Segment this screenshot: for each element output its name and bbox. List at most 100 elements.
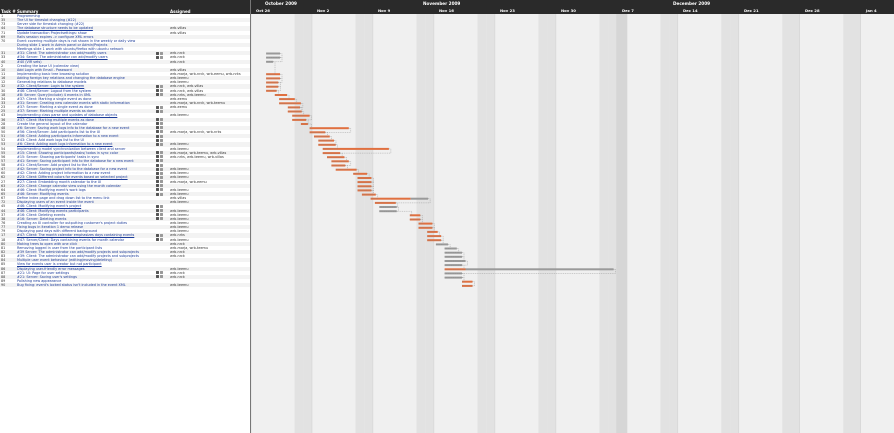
task-summary-link[interactable]: #21: Server: Saving user's settings	[17, 274, 77, 279]
table-row[interactable]: During slide 1 work in Admin panel or Ad…	[0, 42, 250, 48]
task-summary-link[interactable]: Creating the base UI (calendar view)	[17, 63, 80, 68]
table-row[interactable]: 85 View for events user is creator but no…	[0, 262, 250, 266]
task-summary-link[interactable]: #39: Client: The administrator can add/m…	[17, 254, 139, 259]
task-summary-link[interactable]: Rails session expires -> configure XML e…	[17, 34, 94, 39]
table-row[interactable]: 87 #21: UI: Page for user settings wrb-nrc…	[0, 271, 250, 275]
table-row[interactable]: 57 #41: Server: Saving participant info t…	[0, 158, 250, 164]
table-row[interactable]: 38 #16: Server: Deleting events wrb-teemu	[0, 216, 250, 222]
task-summary-link[interactable]: Define index page and drag down list to …	[17, 196, 110, 201]
table-row[interactable]: 81 Removing logged in user from the parti…	[0, 246, 250, 250]
document-icon[interactable]	[159, 171, 163, 175]
ticket-icon[interactable]	[156, 155, 159, 159]
task-summary-link[interactable]: Making trees to open with one click	[17, 241, 78, 246]
task-summary-link[interactable]: #27: Client: Embedding month calendar to…	[17, 179, 102, 184]
table-row[interactable]: 65 #46: Server: Modifying events wrb-teemu	[0, 192, 250, 197]
task-summary-link[interactable]: Event covering multiple days is not show…	[17, 38, 136, 43]
task-summary-link[interactable]: #56: Client/Server: Add participants lis…	[17, 129, 101, 134]
table-row[interactable]: 23 #37: Server: Marking a single event as…	[0, 105, 250, 109]
table-row[interactable]: 12 Generating relations to database model…	[0, 80, 250, 84]
task-summary-link[interactable]: During slide 1 work in Admin panel or Ad…	[17, 42, 108, 47]
document-icon[interactable]	[159, 238, 163, 242]
table-row[interactable]: 37 #16: Client: Deleting events wrb-teemu	[0, 213, 250, 217]
table-row[interactable]: 10 Add Login with Email - Password wrb-vil…	[0, 67, 250, 72]
document-icon[interactable]	[159, 184, 163, 188]
task-summary-link[interactable]: Adding foreign key relations and changin…	[17, 76, 125, 81]
table-row[interactable]: 63 #22: Client: Change calendar view usin…	[0, 183, 250, 188]
table-row[interactable]: 48 #6: Server: Saving work logs info to t…	[0, 125, 250, 130]
ticket-icon[interactable]	[156, 138, 159, 142]
document-icon[interactable]	[159, 188, 163, 192]
ticket-icon[interactable]	[156, 167, 159, 171]
table-row[interactable]: 17 #47: Client: The month calendar emphas…	[0, 233, 250, 238]
task-summary-link[interactable]: #46: Server: Modifying events	[17, 192, 69, 197]
ticket-icon[interactable]	[156, 122, 159, 126]
table-row[interactable]: 71 Update transaction Projectsettings: sh…	[0, 31, 250, 35]
task-summary-link[interactable]: Bug fixing: event's locked status isn't …	[17, 283, 126, 288]
task-summary-link[interactable]: View for events user is creator but not …	[17, 262, 102, 267]
table-row[interactable]: 36 #37: Client: Marking multiple events a…	[0, 117, 250, 122]
table-row[interactable]: 35 The UI for timeslot changing (#22)	[0, 18, 250, 23]
summary-column-header[interactable]: Summary	[17, 9, 39, 14]
task-summary-link[interactable]: Server side for timeslot changing (#22)	[17, 22, 85, 27]
table-row[interactable]: 62 #23: Client: Different colors for even…	[0, 175, 250, 180]
assigned-column-header[interactable]: Assigned	[170, 9, 191, 14]
task-summary-link[interactable]: Removing logged in user from the partici…	[17, 245, 103, 250]
task-summary-link[interactable]: #23: Client: Different colors for events…	[17, 175, 128, 180]
task-summary-link[interactable]: #46: Client: Modifying event's work logs	[17, 187, 86, 192]
task-summary-link[interactable]: #32: Client/Server: Login to the system	[17, 84, 85, 89]
table-row[interactable]: 45 #46: Client: Modifying event's project	[0, 204, 250, 208]
task-summary-link[interactable]: Fixing bugs in iteration 1 demo release	[17, 225, 84, 230]
task-summary-link[interactable]: Update transaction Projectsettings: show	[17, 30, 87, 35]
document-icon[interactable]	[159, 155, 163, 159]
task-summary-link[interactable]: #39 Server: The administrator can add/mo…	[17, 250, 139, 255]
table-row[interactable]: 60 #42: Client: Adding project informatio…	[0, 171, 250, 175]
ticket-icon[interactable]	[156, 271, 159, 275]
table-row[interactable]: 18 #47: Server/Client: Days containing ev…	[0, 238, 250, 242]
table-row[interactable]: 88 #21: Server: Saving user's settings wrb…	[0, 274, 250, 279]
table-row[interactable]: 16 Adding foreign key relations and chang…	[0, 76, 250, 81]
task-summary-link[interactable]: #16: Server: Deleting events	[17, 216, 67, 221]
task-summary-link[interactable]: Generating relations to database models	[17, 80, 87, 85]
table-row[interactable]: 27 #27: Client: Embedding month calendar …	[0, 180, 250, 184]
document-icon[interactable]	[159, 204, 163, 208]
document-icon[interactable]	[159, 275, 163, 279]
document-icon[interactable]	[159, 130, 163, 134]
task-summary-link[interactable]: #40 (VIR sets)	[17, 59, 42, 64]
table-row[interactable]: 80 Making trees to open with one click wrb…	[0, 241, 250, 246]
task-summary-link[interactable]: #46: Client/Server: Logout from the syst…	[17, 88, 92, 93]
ticket-icon[interactable]	[156, 51, 159, 55]
document-icon[interactable]	[159, 233, 163, 237]
task-summary-link[interactable]: #6: Client: Adding work logs information…	[17, 142, 113, 147]
ticket-icon[interactable]	[156, 175, 159, 179]
table-row[interactable]: 34 #37: Client: Marking a single event as…	[0, 97, 250, 101]
task-summary-link[interactable]: #6: Server: Saving work logs info to the…	[17, 125, 130, 130]
table-row[interactable]: Meetings slide 1 work with ubuntu/firefo…	[0, 47, 250, 51]
ticket-icon[interactable]	[156, 93, 159, 97]
table-row[interactable]: 56 #15: Server: Showing participants' tas…	[0, 155, 250, 159]
document-icon[interactable]	[159, 175, 163, 179]
table-row[interactable]: 44 #46: Client: Modifying events particip…	[0, 208, 250, 213]
table-row[interactable]: 77 Fixing bugs in iteration 1 demo releas…	[0, 225, 250, 230]
table-row[interactable]: 70 Event covering multiple days is not sh…	[0, 39, 250, 43]
task-summary-link[interactable]: #22: Client: Change calendar view using …	[17, 183, 121, 188]
ticket-icon[interactable]	[156, 238, 159, 242]
document-icon[interactable]	[159, 105, 163, 109]
task-summary-link[interactable]: #37: Client: Marking multiple events as …	[17, 117, 94, 122]
document-icon[interactable]	[159, 213, 163, 217]
document-icon[interactable]	[159, 163, 163, 167]
document-icon[interactable]	[159, 134, 163, 138]
table-row[interactable]: 84 Multiple user event behaviour (editing…	[0, 258, 250, 263]
ticket-icon[interactable]	[156, 213, 159, 217]
ticket-icon[interactable]	[156, 275, 159, 279]
table-row[interactable]: 40 #40 (VIR sets) wrb-nrck	[0, 59, 250, 64]
task-summary-link[interactable]: #37: Server: Marking multiple events as …	[17, 109, 96, 114]
document-icon[interactable]	[159, 151, 163, 155]
document-icon[interactable]	[159, 209, 163, 213]
task-summary-link[interactable]: #41: Client/Server: Add project list to …	[17, 163, 92, 168]
ticket-icon[interactable]	[156, 55, 159, 59]
task-summary-link[interactable]: #47: Client: The month calendar emphasiz…	[17, 233, 135, 238]
task-summary-link[interactable]: #43: Client: Add work logs list to the U…	[17, 138, 85, 143]
table-row[interactable]: 86 Displaying user-friendly error message…	[0, 266, 250, 271]
task-summary-link[interactable]: #37: Client: Marking a single event as d…	[17, 96, 92, 101]
task-summary-link[interactable]: Create the general layout of the calenda…	[17, 121, 88, 126]
